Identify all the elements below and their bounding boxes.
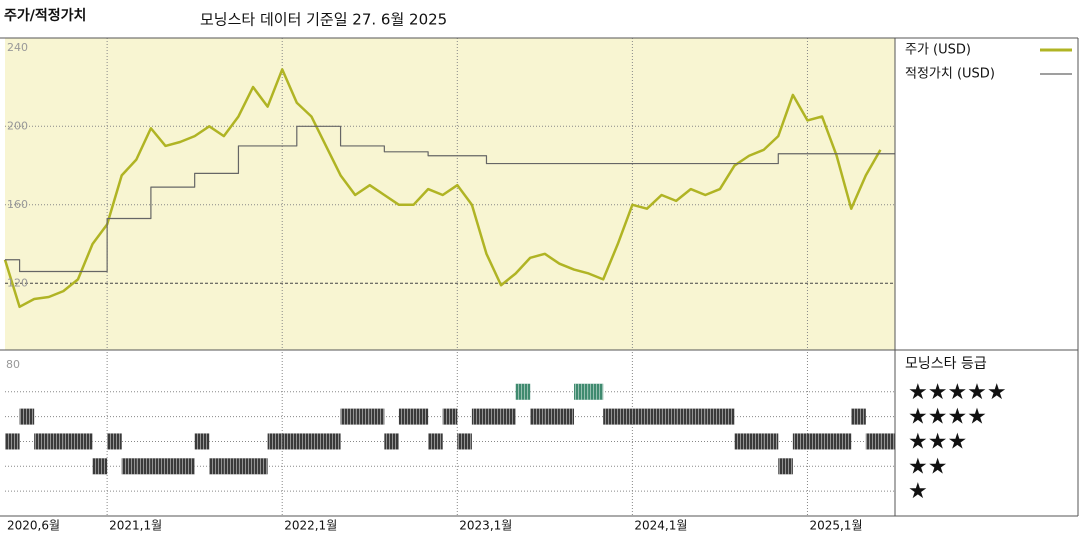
- x-tick-label: 2020,6월: [7, 519, 60, 533]
- bar-texture: [223, 458, 239, 475]
- bar-texture: [107, 433, 122, 450]
- bar-texture: [544, 408, 560, 425]
- bar-texture: [486, 408, 502, 425]
- x-tick-label: 2022,1월: [284, 519, 337, 533]
- x-tick-label: 2024,1월: [634, 519, 687, 533]
- bar-texture: [719, 408, 735, 425]
- bar-texture: [209, 458, 224, 475]
- corner-label: 80: [6, 358, 20, 371]
- rating-label: ★★: [908, 454, 947, 479]
- bar-texture: [296, 433, 312, 450]
- bar-texture: [34, 433, 49, 450]
- legend-label: 주가 (USD): [905, 43, 971, 58]
- bar-texture: [19, 408, 35, 425]
- bar-texture: [267, 433, 283, 450]
- x-tick-label: 2025,1월: [809, 519, 862, 533]
- bar-texture: [238, 458, 254, 475]
- bar-texture: [822, 433, 837, 450]
- bar-texture: [471, 408, 487, 425]
- series-line: [3, 68, 882, 309]
- y-tick-label: 160: [7, 198, 28, 211]
- bar-texture: [165, 458, 181, 475]
- rating-label: ★★★★: [908, 405, 987, 430]
- bar-texture: [180, 458, 195, 475]
- bar-texture: [384, 433, 399, 450]
- bar-texture: [48, 433, 64, 450]
- bar-texture: [340, 408, 356, 425]
- bar-texture: [121, 458, 137, 475]
- bar-texture: [282, 433, 297, 450]
- bar-texture: [880, 433, 895, 450]
- bar-texture: [865, 433, 881, 450]
- bar-texture: [136, 458, 151, 475]
- bar-texture: [851, 408, 866, 425]
- bar-texture: [77, 433, 93, 450]
- bar-texture: [807, 433, 823, 450]
- bar-texture: [5, 433, 20, 450]
- bar-texture: [617, 408, 633, 425]
- rating-label: ★★★: [908, 429, 967, 454]
- bar-texture: [253, 458, 268, 475]
- bar-texture: [63, 433, 78, 450]
- bar-texture: [501, 408, 516, 425]
- y-tick-label: 200: [7, 119, 28, 132]
- chart-title: 주가/적정가치: [4, 7, 86, 24]
- bar-texture: [763, 433, 779, 450]
- rating-label: ★★★★★: [908, 380, 1007, 405]
- bar-texture: [792, 433, 808, 450]
- bar-texture: [588, 383, 604, 400]
- rating-title: 모닝스타 등급: [905, 356, 987, 372]
- x-tick-label: 2021,1월: [109, 519, 162, 533]
- y-tick-label: 240: [7, 41, 28, 54]
- bar-texture: [778, 458, 793, 475]
- bar-texture: [369, 408, 385, 425]
- series-line: [5, 125, 895, 273]
- bar-texture: [661, 408, 677, 425]
- bar-texture: [515, 383, 531, 400]
- legend-label: 적정가치 (USD): [905, 67, 995, 82]
- bar-texture: [603, 408, 618, 425]
- bar-texture: [530, 408, 545, 425]
- bar-texture: [150, 458, 166, 475]
- bar-texture: [734, 433, 750, 450]
- plot-background: [5, 38, 895, 350]
- bar-texture: [836, 433, 852, 450]
- bar-texture: [646, 408, 662, 425]
- bar-texture: [749, 433, 764, 450]
- bar-texture: [676, 408, 691, 425]
- bar-texture: [574, 383, 589, 400]
- bar-texture: [632, 408, 647, 425]
- bar-texture: [92, 458, 108, 475]
- bar-texture: [428, 433, 443, 450]
- bar-texture: [559, 408, 575, 425]
- bar-texture: [325, 433, 341, 450]
- bar-texture: [355, 408, 370, 425]
- bar-texture: [457, 433, 472, 450]
- bar-texture: [442, 408, 458, 425]
- rating-label: ★: [908, 479, 928, 504]
- bar-texture: [690, 408, 706, 425]
- bar-texture: [398, 408, 414, 425]
- bar-texture: [705, 408, 720, 425]
- bar-texture: [311, 433, 326, 450]
- chart-subtitle: 모닝스타 데이터 기준일 27. 6월 2025: [200, 11, 447, 29]
- y-tick-label: 120: [7, 276, 28, 289]
- bar-texture: [413, 408, 429, 425]
- x-tick-label: 2023,1월: [459, 519, 512, 533]
- bar-texture: [194, 433, 210, 450]
